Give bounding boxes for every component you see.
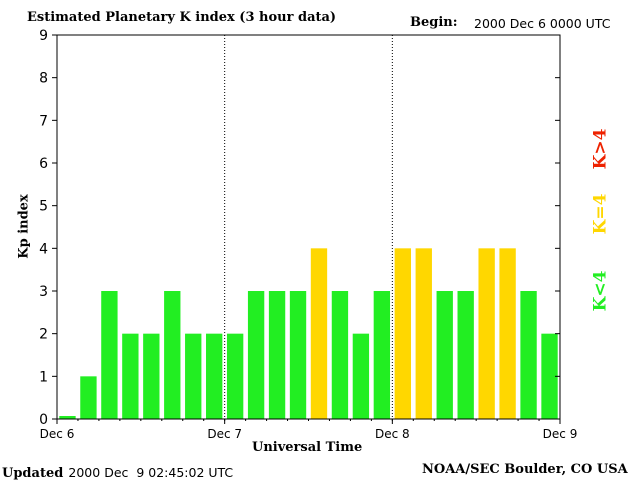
y-tick-label: 2 [39,327,48,343]
y-tick-label: 5 [39,199,48,215]
kp-bar [247,291,265,419]
updated-value: 2000 Dec 9 02:45:02 UTC [68,465,234,480]
kp-bar [520,291,537,419]
y-tick-label: 1 [39,369,48,385]
x-tick-label: Dec 9 [543,427,578,441]
kp-bar [185,333,202,419]
y-tick-label: 6 [39,156,48,172]
y-axis-label: Kp index [16,194,32,259]
footer-credit: NOAA/SEC Boulder, CO USA [422,462,628,477]
kp-bar [206,333,223,419]
kp-bar [394,248,411,419]
kp-bar [143,333,160,419]
kp-bar [373,291,391,419]
y-tick-label: 0 [39,412,48,428]
x-tick-label: Dec 8 [375,427,410,441]
legend-high: K>4 [590,128,611,170]
x-tick-label: Dec 6 [40,427,75,441]
y-tick-label: 3 [39,284,48,300]
x-axis-label: Universal Time [252,440,363,455]
kp-bar [331,291,349,419]
y-tick-label: 7 [39,113,48,129]
kp-bar [457,291,474,419]
updated-label: Updated [2,466,64,481]
kp-bar [226,333,244,419]
bars-group [59,248,558,419]
kp-bar [310,248,328,419]
kp-bar [289,291,307,419]
kp-bar [59,416,76,419]
axes-group: 0 1 2 3 4 5 6 7 8 9 Dec 6 Dec 7 Dec 8 Dec 9 [39,28,577,441]
y-tick-label: 9 [39,28,48,44]
y-tick-label: 8 [39,71,48,87]
kp-bar [436,291,453,419]
y-tick-label: 4 [39,241,48,257]
updated-line: Updated 2000 Dec 9 02:45:02 UTC [2,462,233,481]
kp-bar [80,376,97,419]
begin-value: 2000 Dec 6 0000 UTC [474,16,611,31]
x-tick-label: Dec 7 [207,427,242,441]
begin-label: Begin: [410,15,458,30]
kp-bar [101,291,118,419]
kp-bar [499,248,516,419]
kp-bar [122,333,139,419]
kp-bar [352,333,370,419]
legend-mid: K=4 [590,193,611,235]
kp-bar [415,248,432,419]
legend-low: K<4 [590,270,611,312]
kp-bar [541,333,558,419]
kp-bar [164,291,181,419]
chart-title: Estimated Planetary K index (3 hour data… [27,10,337,25]
kp-bar [268,291,286,419]
kp-bar [478,248,495,419]
